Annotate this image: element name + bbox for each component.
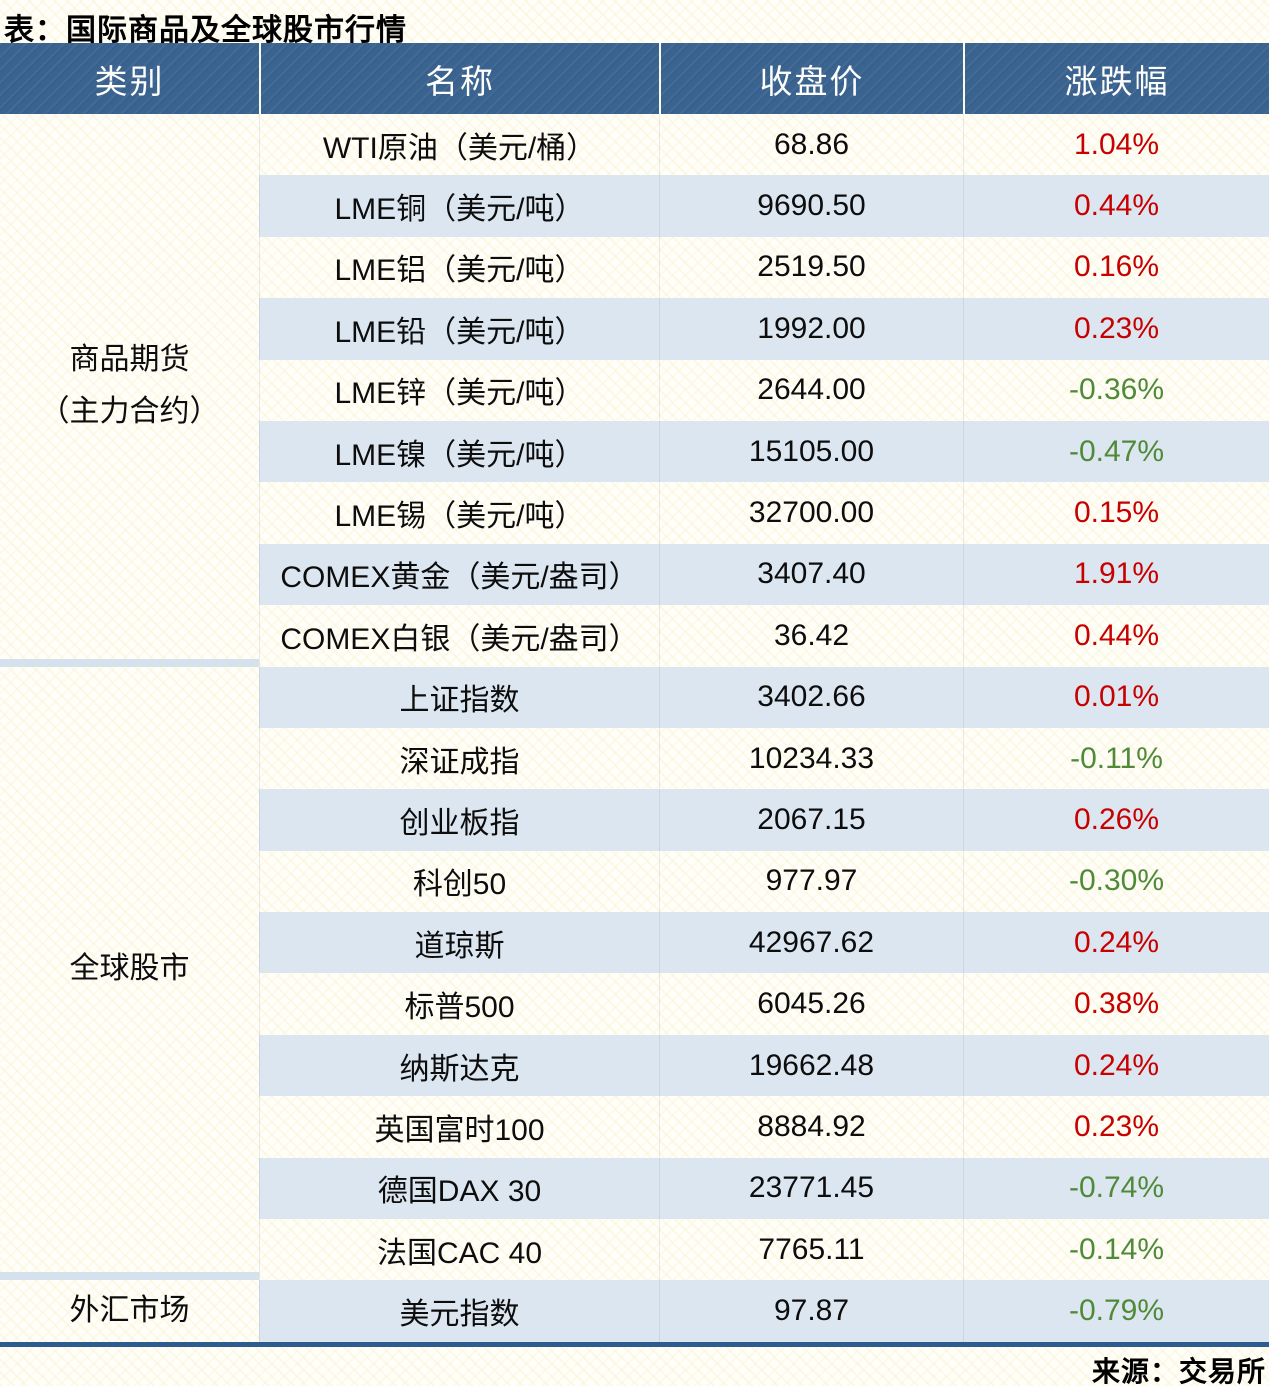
- close-cell: 42967.62: [659, 912, 963, 974]
- change-cell: -0.79%: [963, 1280, 1269, 1342]
- close-cell: 1992.00: [659, 298, 963, 360]
- name-cell: LME锡（美元/吨）: [259, 482, 659, 544]
- category-cell: 外汇市场: [0, 1280, 259, 1341]
- change-cell: 0.23%: [963, 1096, 1269, 1158]
- close-cell: 3407.40: [659, 543, 963, 606]
- close-cell: 7765.11: [659, 1219, 963, 1281]
- name-cell: LME锌（美元/吨）: [259, 359, 659, 421]
- name-cell: 美元指数: [259, 1280, 659, 1342]
- table-title: 表：国际商品及全球股市行情: [4, 14, 407, 47]
- change-cell: 0.38%: [963, 973, 1269, 1035]
- name-cell: 英国富时100: [259, 1096, 659, 1158]
- close-cell: 9690.50: [659, 175, 963, 237]
- name-cell: 标普500: [259, 973, 659, 1035]
- close-cell: 977.97: [659, 850, 963, 913]
- name-cell: 纳斯达克: [259, 1034, 659, 1097]
- change-cell: 0.15%: [963, 482, 1269, 544]
- change-cell: 0.44%: [963, 175, 1269, 237]
- close-cell: 97.87: [659, 1280, 963, 1342]
- close-cell: 36.42: [659, 605, 963, 667]
- header-change-percent: 涨跌幅: [963, 43, 1269, 114]
- name-cell: LME铅（美元/吨）: [259, 298, 659, 360]
- market-table: 类别 名称 收盘价 涨跌幅 商品期货 （主力合约） 全球股市外汇市场 WTI原油（美元…: [0, 43, 1269, 1347]
- name-cell: 上证指数: [259, 666, 659, 728]
- change-cell: 0.23%: [963, 298, 1269, 360]
- change-cell: 0.16%: [963, 236, 1269, 299]
- name-cell: LME铝（美元/吨）: [259, 236, 659, 299]
- name-cell: COMEX白银（美元/盎司）: [259, 605, 659, 667]
- category-cell: 全球股市: [0, 667, 259, 1281]
- change-cell: -0.11%: [963, 727, 1269, 790]
- close-cell: 32700.00: [659, 482, 963, 544]
- change-cell: 0.26%: [963, 789, 1269, 851]
- name-cell: LME镍（美元/吨）: [259, 420, 659, 483]
- header-close-price: 收盘价: [659, 43, 963, 114]
- change-cell: 0.24%: [963, 1034, 1269, 1097]
- close-cell: 19662.48: [659, 1034, 963, 1097]
- change-cell: -0.74%: [963, 1157, 1269, 1220]
- change-cell: 0.01%: [963, 666, 1269, 728]
- close-cell: 15105.00: [659, 420, 963, 483]
- category-cell: 商品期货 （主力合约）: [0, 114, 259, 667]
- category-label: 全球股市: [69, 952, 190, 986]
- name-cell: 德国DAX 30: [259, 1157, 659, 1220]
- close-cell: 2519.50: [659, 236, 963, 299]
- change-cell: -0.47%: [963, 420, 1269, 483]
- name-cell: 创业板指: [259, 789, 659, 851]
- source-note: 来源：交易所: [1091, 1356, 1266, 1386]
- change-cell: -0.14%: [963, 1219, 1269, 1281]
- category-label: 外汇市场: [69, 1293, 190, 1327]
- category-label: 商品期货: [69, 342, 190, 376]
- close-cell: 3402.66: [659, 666, 963, 728]
- name-cell: 道琼斯: [259, 912, 659, 974]
- close-cell: 68.86: [659, 114, 963, 176]
- close-cell: 2067.15: [659, 789, 963, 851]
- close-cell: 23771.45: [659, 1157, 963, 1220]
- change-cell: 0.44%: [963, 605, 1269, 667]
- change-cell: 0.24%: [963, 912, 1269, 974]
- close-cell: 2644.00: [659, 359, 963, 421]
- name-cell: LME铜（美元/吨）: [259, 175, 659, 237]
- change-cell: -0.36%: [963, 359, 1269, 421]
- close-cell: 8884.92: [659, 1096, 963, 1158]
- change-cell: 1.04%: [963, 114, 1269, 176]
- change-cell: -0.30%: [963, 850, 1269, 913]
- name-cell: WTI原油（美元/桶）: [259, 114, 659, 176]
- name-cell: 深证成指: [259, 727, 659, 790]
- name-cell: 法国CAC 40: [259, 1219, 659, 1281]
- close-cell: 6045.26: [659, 973, 963, 1035]
- name-cell: COMEX黄金（美元/盎司）: [259, 543, 659, 606]
- name-cell: 科创50: [259, 850, 659, 913]
- change-cell: 1.91%: [963, 543, 1269, 606]
- header-category: 类别: [0, 43, 259, 114]
- header-name: 名称: [259, 43, 659, 114]
- category-sublabel: （主力合约）: [39, 395, 220, 429]
- close-cell: 10234.33: [659, 727, 963, 790]
